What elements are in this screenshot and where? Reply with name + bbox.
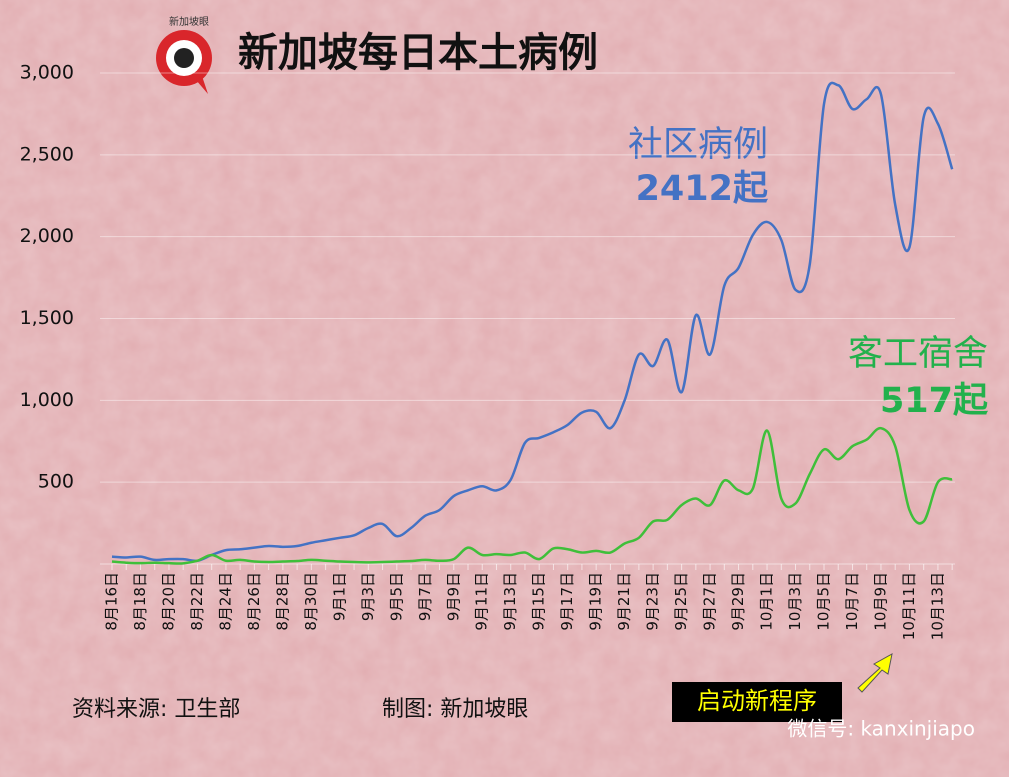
x-tick-label: 9月29日 xyxy=(729,572,747,631)
x-tick-label: 9月23日 xyxy=(644,572,662,631)
y-tick-label: 3,000 xyxy=(20,62,74,84)
x-tick-label: 10月7日 xyxy=(843,572,861,631)
callout-box xyxy=(672,682,842,722)
x-tick-label: 9月7日 xyxy=(416,572,434,621)
logo-text: 新加坡眼 xyxy=(169,15,209,28)
x-tick-label: 10月1日 xyxy=(758,572,776,631)
callout: 启动新程序 xyxy=(697,687,817,715)
y-tick-label: 1,000 xyxy=(20,389,74,411)
logo xyxy=(156,30,212,94)
y-tick-label: 500 xyxy=(38,471,74,493)
x-tick-label: 10月5日 xyxy=(815,572,833,631)
annotation: 客工宿舍 xyxy=(848,334,988,374)
x-tick-label: 9月13日 xyxy=(501,572,519,631)
x-tick-label: 9月19日 xyxy=(587,572,605,631)
chart-title: 新加坡每日本土病例 xyxy=(238,30,598,76)
x-tick-label: 9月21日 xyxy=(615,572,633,631)
series-line xyxy=(111,426,953,565)
x-tick-label: 9月5日 xyxy=(387,572,405,621)
x-tick-label: 8月18日 xyxy=(131,572,149,631)
annotation: 517起 xyxy=(880,381,989,421)
watermark: 微信号: kanxinjiapo xyxy=(787,717,975,741)
x-tick-label: 8月24日 xyxy=(216,572,234,631)
arrow xyxy=(857,653,893,693)
x-tick-label: 9月15日 xyxy=(530,572,548,631)
x-tick-label: 9月3日 xyxy=(359,572,377,621)
annotation: 2412起 xyxy=(636,169,769,209)
source: 资料来源: 卫生部 xyxy=(72,697,240,722)
x-tick-label: 9月17日 xyxy=(558,572,576,631)
x-tick-label: 9月11日 xyxy=(473,572,491,631)
x-tick-label: 10月11日 xyxy=(900,572,918,640)
x-tick-label: 9月9日 xyxy=(444,572,462,621)
credit: 制图: 新加坡眼 xyxy=(382,697,528,722)
x-tick-label: 8月22日 xyxy=(188,572,206,631)
x-tick-label: 9月27日 xyxy=(701,572,719,631)
annotation: 社区病例 xyxy=(628,125,768,165)
x-tick-label: 10月9日 xyxy=(871,572,889,631)
x-tick-label: 8月26日 xyxy=(245,572,263,631)
x-tick-label: 8月20日 xyxy=(159,572,177,631)
x-tick-label: 8月28日 xyxy=(273,572,291,631)
y-tick-label: 1,500 xyxy=(20,307,74,329)
x-tick-label: 8月16日 xyxy=(103,572,121,631)
series-line xyxy=(111,81,954,563)
x-tick-label: 9月25日 xyxy=(672,572,690,631)
y-tick-label: 2,500 xyxy=(20,143,74,165)
x-tick-label: 10月13日 xyxy=(928,572,946,640)
x-tick-label: 9月1日 xyxy=(330,572,348,621)
x-tick-label: 10月3日 xyxy=(786,572,804,631)
x-tick-label: 8月30日 xyxy=(302,572,320,631)
y-tick-label: 2,000 xyxy=(20,225,74,247)
